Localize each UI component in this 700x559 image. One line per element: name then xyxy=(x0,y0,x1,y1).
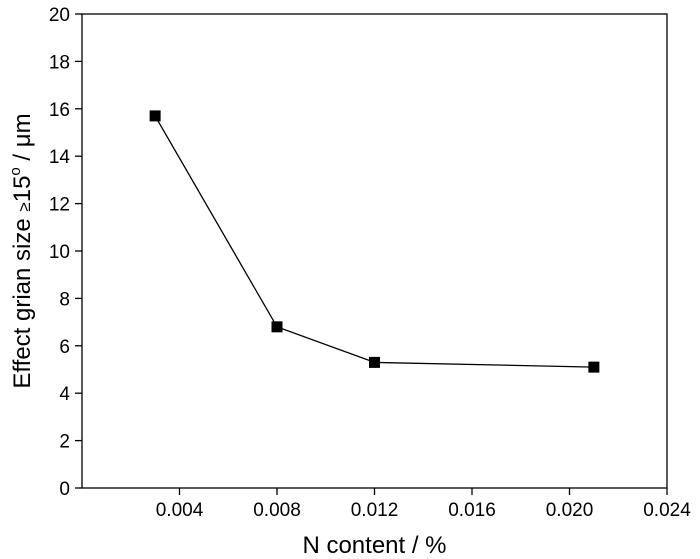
y-tick-label: 2 xyxy=(59,432,70,453)
x-tick-label: 0.024 xyxy=(643,500,691,521)
y-axis-title-prefix: Effect grian size xyxy=(9,212,36,389)
y-axis-title-unit: / μm xyxy=(9,113,36,167)
y-axis-title-symbol: ≥ xyxy=(15,202,34,211)
x-tick-label: 0.004 xyxy=(156,500,204,521)
y-tick-label: 4 xyxy=(59,384,70,405)
y-tick-label: 16 xyxy=(49,100,70,121)
x-tick-label: 0.016 xyxy=(448,500,496,521)
data-point xyxy=(149,110,161,122)
plot-frame xyxy=(81,13,668,489)
y-tick-label: 20 xyxy=(49,5,70,26)
y-axis-title: Effect grian size ≥15o / μm xyxy=(7,113,36,388)
x-axis-ticks: 0.004 0.008 0.012 0.016 0.020 0.024 xyxy=(156,488,691,521)
y-tick-label: 0 xyxy=(59,479,70,500)
y-tick-label: 12 xyxy=(49,195,70,216)
y-axis-title-number: 15 xyxy=(9,176,36,203)
y-axis-title-degree: o xyxy=(7,167,24,175)
x-axis-title: N content / % xyxy=(302,532,446,559)
series-layer xyxy=(149,110,600,373)
x-tick-label: 0.020 xyxy=(546,500,594,521)
data-point xyxy=(271,321,283,333)
y-tick-label: 18 xyxy=(49,52,70,73)
y-tick-label: 14 xyxy=(49,147,71,168)
data-point xyxy=(369,356,380,368)
data-point xyxy=(588,361,600,373)
y-tick-label: 10 xyxy=(49,242,70,263)
x-tick-label: 0.012 xyxy=(351,500,399,521)
x-tick-label: 0.008 xyxy=(253,500,301,521)
series-line xyxy=(154,115,594,368)
y-tick-label: 8 xyxy=(59,289,70,310)
y-tick-label: 6 xyxy=(59,337,70,358)
y-axis-ticks: 0 2 4 6 8 10 12 14 16 18 20 xyxy=(49,5,82,500)
